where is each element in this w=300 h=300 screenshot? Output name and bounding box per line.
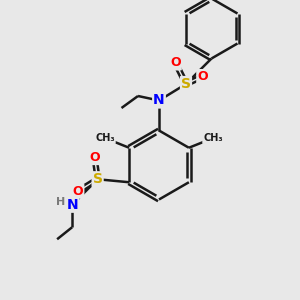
Text: O: O: [197, 70, 208, 83]
Text: N: N: [153, 94, 165, 107]
Text: O: O: [170, 56, 181, 70]
Text: O: O: [89, 151, 100, 164]
Text: N: N: [66, 198, 78, 212]
Text: O: O: [73, 185, 83, 198]
Text: CH₃: CH₃: [203, 133, 223, 143]
Text: S: S: [181, 77, 191, 91]
Text: S: S: [93, 172, 103, 186]
Text: H: H: [56, 197, 65, 207]
Text: CH₃: CH₃: [95, 133, 115, 143]
